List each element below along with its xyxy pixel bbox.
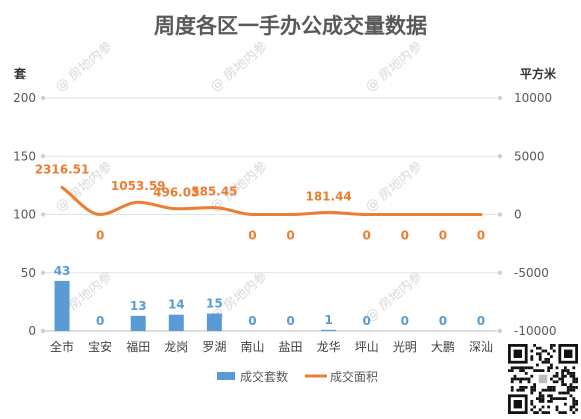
tick-marker	[497, 154, 503, 159]
bar-value-label: 13	[130, 299, 147, 313]
left-tick-label: 150	[13, 149, 36, 163]
line-value-label: 0	[96, 229, 104, 243]
legend-line-label: 成交面积	[330, 369, 378, 384]
legend: 成交套数 成交面积	[217, 369, 378, 384]
category-label: 龙华	[317, 340, 341, 354]
line-value-label: 0	[363, 229, 371, 243]
bar-value-label: 0	[477, 314, 485, 328]
right-tick-label: 0	[514, 208, 522, 222]
watermark-text: @ 房地内参	[362, 268, 425, 325]
bar-value-label: 0	[286, 314, 294, 328]
bar-value-label: 15	[206, 297, 223, 311]
bar-value-label: 0	[401, 314, 409, 328]
right-tick-label: 5000	[514, 149, 545, 163]
legend-bar-label: 成交套数	[240, 369, 288, 384]
tick-marker	[40, 212, 46, 217]
tick-marker	[497, 270, 503, 275]
line-value-label: 181.44	[305, 189, 351, 203]
bar-value-label: 0	[248, 314, 256, 328]
right-tick-label: -5000	[514, 266, 549, 280]
line-value-label: 0	[439, 229, 447, 243]
bar	[130, 315, 146, 331]
category-label: 坪山	[355, 340, 379, 354]
right-tick-label: -10000	[514, 324, 557, 338]
line-value-label: 1053.59	[111, 179, 166, 193]
area-series-line	[60, 186, 483, 217]
bar	[206, 313, 222, 331]
line-value-label: 496.03	[153, 186, 199, 200]
category-label: 全市	[50, 339, 74, 354]
line-value-label: 2316.51	[35, 163, 90, 177]
chart-title: 周度各区一手办公成交量数据	[154, 14, 427, 38]
line-value-label: 0	[401, 229, 409, 243]
tick-marker	[40, 95, 46, 101]
tick-marker	[40, 270, 46, 275]
watermark-text: @ 房地内参	[362, 158, 425, 215]
line-value-label: 0	[248, 229, 256, 243]
watermark-text: @ 房地内参	[362, 38, 425, 95]
qr-code-icon	[508, 344, 578, 414]
tick-marker	[497, 212, 503, 217]
bars	[54, 280, 337, 331]
category-label: 龙岗	[164, 340, 188, 354]
left-tick-label: 100	[13, 208, 36, 222]
data-labels: 43 0 13 14 15 0 0 1 0 0 0 0 2316.51 0 1053.59496.03585…	[35, 163, 485, 328]
tick-marker	[497, 328, 503, 334]
line-value-label: 585.45	[191, 185, 237, 199]
left-tick-label: 50	[21, 266, 36, 280]
category-label: 南山	[240, 339, 264, 354]
category-label: 大鹏	[431, 340, 455, 354]
bar-value-label: 0	[363, 314, 371, 328]
category-labels: 全市 宝安 福田 龙岗 罗湖 南山 盐田 龙华 坪山 光明 大鹏 深汕	[50, 339, 493, 354]
watermark-text: @ 房地内参	[52, 38, 115, 95]
area-line	[60, 186, 483, 217]
tick-marker	[40, 154, 46, 159]
tick-marker	[497, 95, 503, 101]
category-label: 光明	[393, 340, 417, 354]
bar-value-label: 1	[324, 313, 332, 327]
bar	[321, 329, 337, 331]
line-value-label: 0	[286, 229, 294, 243]
left-tick-label: 200	[13, 91, 36, 105]
right-tick-label: 10000	[514, 91, 552, 105]
left-tick-label: 0	[28, 324, 36, 338]
right-axis-unit: 平方米	[520, 66, 557, 81]
tick-marker	[40, 328, 46, 334]
category-label: 盐田	[279, 340, 303, 354]
bar	[168, 314, 184, 331]
bar-value-label: 14	[168, 298, 185, 312]
legend-bar-swatch	[217, 372, 235, 380]
bar-value-label: 0	[96, 314, 104, 328]
bar	[54, 280, 70, 331]
bar-value-label: 0	[439, 314, 447, 328]
line-value-label: 0	[477, 229, 485, 243]
category-label: 深汕	[469, 340, 493, 354]
watermark-text: @ 房地内参	[207, 38, 270, 95]
category-label: 罗湖	[202, 339, 226, 354]
left-axis-unit: 套	[13, 66, 27, 81]
category-label: 宝安	[88, 339, 112, 354]
bar-value-label: 43	[54, 264, 71, 278]
watermarks: @ 房地内参 @ 房地内参 @ 房地内参@ 房地内参 @ 房地内参 @ 房地内参@ 房地…	[52, 38, 425, 325]
category-label: 福田	[126, 339, 150, 354]
